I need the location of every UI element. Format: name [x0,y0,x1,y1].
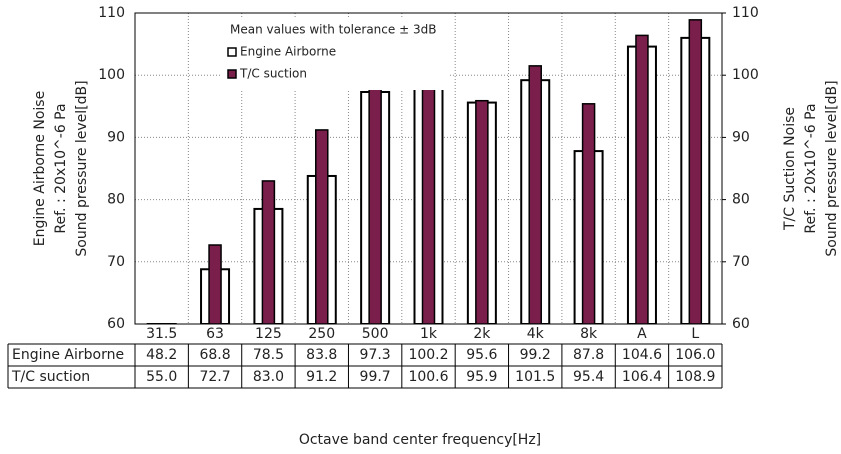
x-tick-label: 500 [362,326,389,342]
x-tick-label: 125 [255,326,282,342]
y-axis-title: Ref. : 20x10^-6 Pa [53,103,69,233]
x-tick-label: 8k [580,326,598,342]
x-tick-label: 63 [206,326,224,342]
y-tick-label: 100 [98,67,125,83]
bar-tc [208,244,222,324]
table-cell: 99.7 [360,369,391,385]
y-axis-title: Sound pressure level[dB] [74,80,90,256]
table-row-label: T/C suction [11,369,90,385]
table-cell: 104.6 [622,347,662,363]
bar-tc [315,129,329,324]
table-cell: 100.6 [408,369,448,385]
x-tick-label: 1k [420,326,438,342]
table-cell: 55.0 [146,369,177,385]
table-cell: 100.2 [408,347,448,363]
table-row-label: Engine Airborne [12,347,124,363]
bar-tc [635,34,649,324]
table-cell: 48.2 [146,347,177,363]
legend-swatch [227,69,237,79]
y2-axis-title: T/C Suction Noise [782,107,798,231]
bar-tc [528,65,542,324]
y2-tick-label: 90 [732,129,750,145]
table-cell: 97.3 [360,347,391,363]
y-tick-label: 70 [107,254,125,270]
bar-tc [368,76,382,324]
legend-swatch [227,47,237,57]
table-cell: 91.2 [306,369,337,385]
x-axis-title: Octave band center frequency[Hz] [299,432,541,448]
x-tick-label: L [691,326,699,342]
table-cell: 83.0 [253,369,284,385]
table-cell: 108.9 [675,369,715,385]
table-cell: 106.4 [622,369,662,385]
y-tick-label: 60 [107,316,125,332]
table-cell: 95.6 [466,347,497,363]
y-axis-title: Engine Airborne Noise [32,91,48,246]
y2-tick-label: 100 [732,67,759,83]
table-cell: 72.7 [199,369,230,385]
y2-axis-title: Ref. : 20x10^-6 Pa [803,103,819,233]
y2-tick-label: 110 [732,5,759,21]
table-cell: 95.9 [466,369,497,385]
bar-tc [688,19,703,324]
x-tick-label: A [637,326,647,342]
y-tick-label: 90 [107,129,125,145]
y-tick-label: 110 [98,5,125,21]
table-cell: 83.8 [306,347,337,363]
x-tick-label: 2k [473,326,491,342]
bar-tc [261,180,276,324]
bar-tc [475,99,489,324]
bar-tc [421,70,436,324]
y2-tick-label: 70 [732,254,750,270]
table-cell: 101.5 [515,369,555,385]
table-cell: 87.8 [573,347,604,363]
x-tick-label: 4k [527,326,545,342]
y2-axis-title: Sound pressure level[dB] [824,80,840,256]
x-tick-label: 250 [308,326,335,342]
x-tick-label: 31.5 [146,326,177,342]
legend-label: T/C suction [239,67,307,81]
table-cell: 106.0 [675,347,715,363]
bars [146,19,711,324]
legend-title: Mean values with tolerance ± 3dB [230,23,436,37]
bar-tc [581,103,596,324]
legend-bg [222,18,450,90]
table-cell: 99.2 [520,347,551,363]
table-cell: 95.4 [573,369,604,385]
table-cell: 68.8 [199,347,230,363]
y2-tick-label: 80 [732,192,750,208]
y2-tick-label: 60 [732,316,750,332]
table-cell: 78.5 [253,347,284,363]
y-tick-label: 80 [107,192,125,208]
legend-label: Engine Airborne [240,45,336,59]
